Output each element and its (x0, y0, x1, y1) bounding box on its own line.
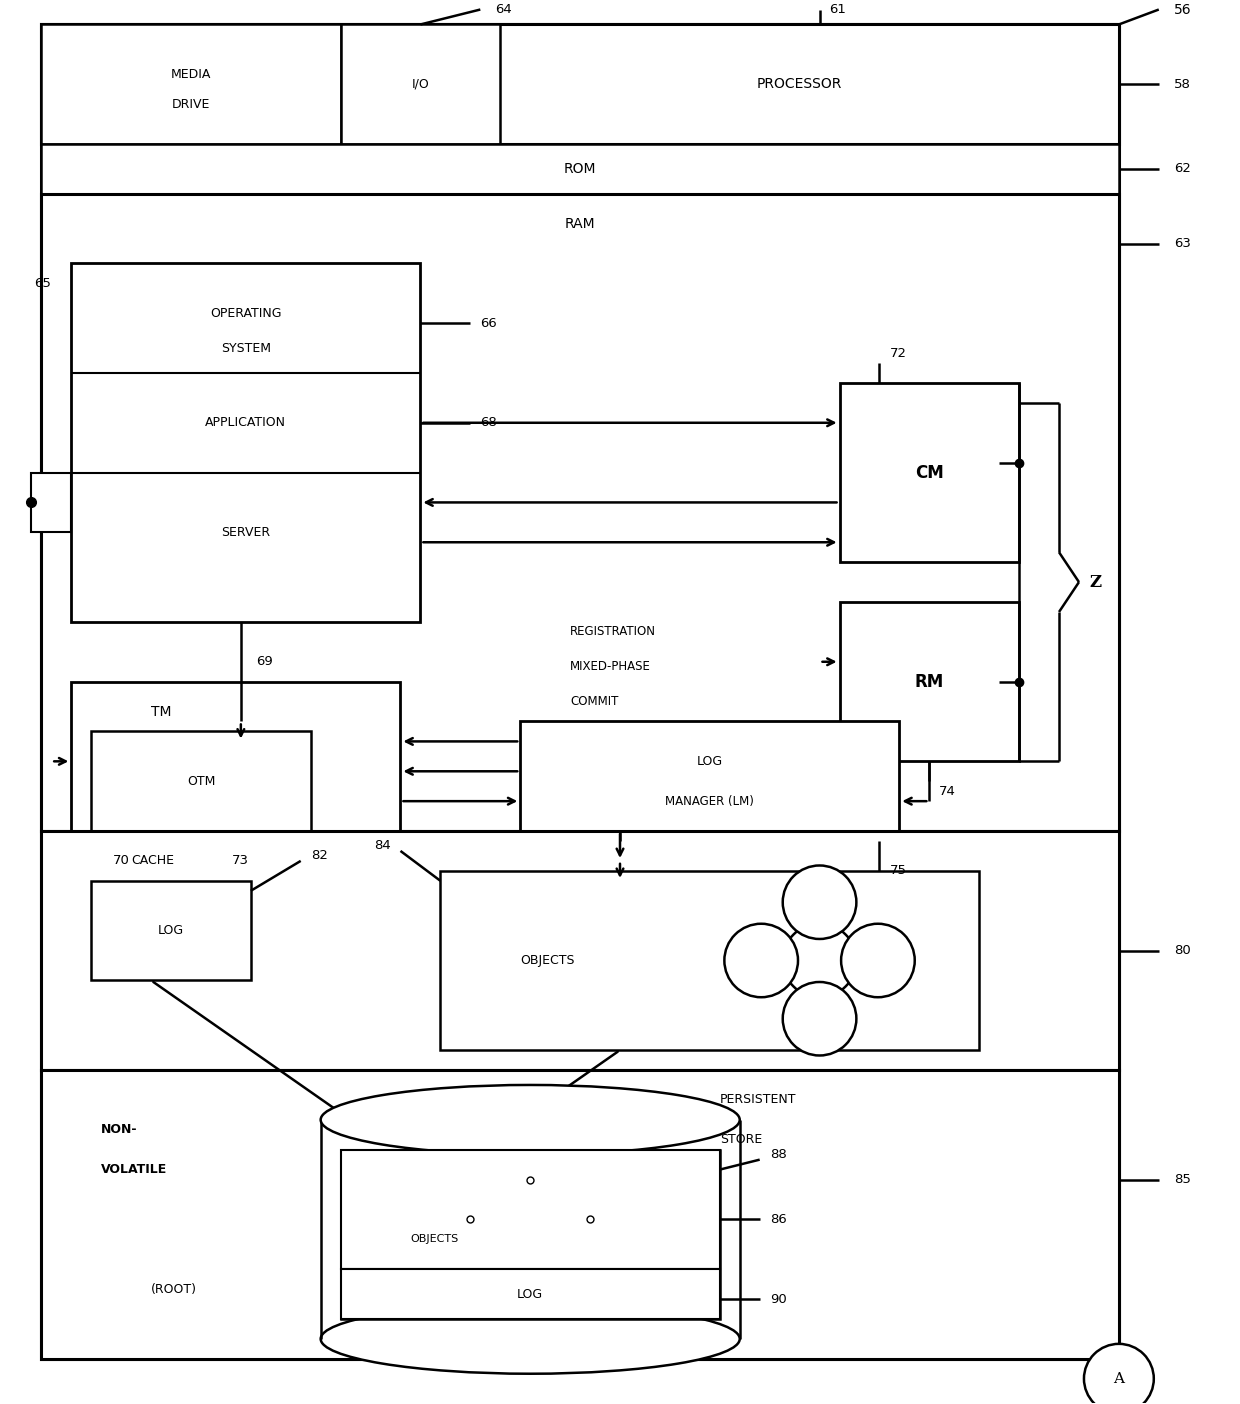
Text: RAM: RAM (564, 216, 595, 230)
Text: DRIVE: DRIVE (172, 98, 210, 111)
Text: OTM: OTM (187, 775, 215, 788)
Text: 68: 68 (480, 416, 497, 430)
Circle shape (782, 981, 857, 1056)
Bar (41, 24, 1118, 145)
Text: CM: CM (915, 463, 944, 482)
Text: CACHE: CACHE (131, 855, 174, 868)
Bar (41, 145, 1118, 194)
Bar (521, 722, 899, 841)
Text: I/O: I/O (412, 77, 429, 91)
Bar (31, 473, 71, 532)
Bar (41, 831, 1118, 1070)
Bar (341, 24, 500, 145)
Bar (92, 880, 250, 980)
Text: 58: 58 (1174, 77, 1190, 91)
Ellipse shape (321, 1085, 740, 1154)
Bar (41, 24, 341, 145)
Bar (839, 383, 1019, 562)
Text: 75: 75 (889, 865, 906, 878)
Text: 56: 56 (1174, 3, 1192, 17)
Text: LOG: LOG (157, 924, 184, 936)
Text: PROCESSOR: PROCESSOR (756, 77, 842, 91)
Text: SYSTEM: SYSTEM (221, 341, 270, 355)
Text: MEDIA: MEDIA (171, 67, 211, 81)
Text: A: A (1114, 1372, 1125, 1386)
Text: ROM: ROM (564, 161, 596, 176)
Bar (71, 682, 401, 841)
Bar (92, 731, 311, 831)
Text: STORE: STORE (719, 1133, 763, 1146)
Bar (41, 24, 1118, 1359)
Text: 90: 90 (770, 1293, 786, 1306)
Bar (341, 1269, 719, 1318)
Text: 69: 69 (255, 656, 273, 668)
Ellipse shape (321, 1304, 740, 1373)
Text: 62: 62 (1174, 163, 1190, 176)
Text: 88: 88 (770, 1148, 786, 1161)
Circle shape (724, 924, 799, 997)
Text: NON-: NON- (102, 1123, 138, 1136)
Text: OPERATING: OPERATING (210, 306, 281, 320)
Text: MIXED-PHASE: MIXED-PHASE (570, 660, 651, 674)
Text: 85: 85 (1174, 1174, 1190, 1186)
Text: 72: 72 (889, 347, 906, 359)
Bar (341, 1150, 719, 1318)
Text: OBJECTS: OBJECTS (410, 1234, 459, 1244)
Bar (341, 1150, 719, 1269)
Bar (839, 602, 1019, 761)
Bar (41, 1070, 1118, 1359)
Text: APPLICATION: APPLICATION (206, 416, 286, 430)
Text: TM: TM (151, 705, 171, 719)
Text: LOG: LOG (517, 1287, 543, 1300)
Text: 66: 66 (480, 317, 497, 330)
Text: 82: 82 (311, 849, 327, 862)
Text: 64: 64 (495, 3, 512, 15)
Circle shape (782, 924, 857, 997)
Circle shape (782, 865, 857, 939)
Text: 61: 61 (830, 3, 847, 15)
Text: PERSISTENT: PERSISTENT (719, 1094, 796, 1106)
Bar (440, 870, 980, 1050)
Bar (71, 264, 420, 622)
Text: Z: Z (1089, 574, 1101, 591)
Text: OBJECTS: OBJECTS (521, 953, 574, 967)
Text: (ROOT): (ROOT) (151, 1283, 197, 1296)
Text: 73: 73 (232, 855, 249, 868)
Text: 63: 63 (1174, 237, 1190, 250)
Text: 84: 84 (373, 840, 391, 852)
Text: RM: RM (915, 673, 944, 691)
Text: 86: 86 (770, 1213, 786, 1226)
Bar (41, 194, 1118, 831)
Text: REGISTRATION: REGISTRATION (570, 625, 656, 639)
Text: 70: 70 (113, 855, 129, 868)
Text: LOG: LOG (697, 755, 723, 768)
Text: COMMIT: COMMIT (570, 695, 619, 708)
Text: MANAGER (LM): MANAGER (LM) (666, 795, 754, 807)
Text: 80: 80 (1174, 943, 1190, 958)
Text: 65: 65 (35, 277, 51, 289)
Circle shape (1084, 1344, 1153, 1404)
Circle shape (841, 924, 915, 997)
Text: 74: 74 (939, 785, 956, 797)
Text: VOLATILE: VOLATILE (102, 1163, 167, 1177)
Text: SERVER: SERVER (221, 526, 270, 539)
